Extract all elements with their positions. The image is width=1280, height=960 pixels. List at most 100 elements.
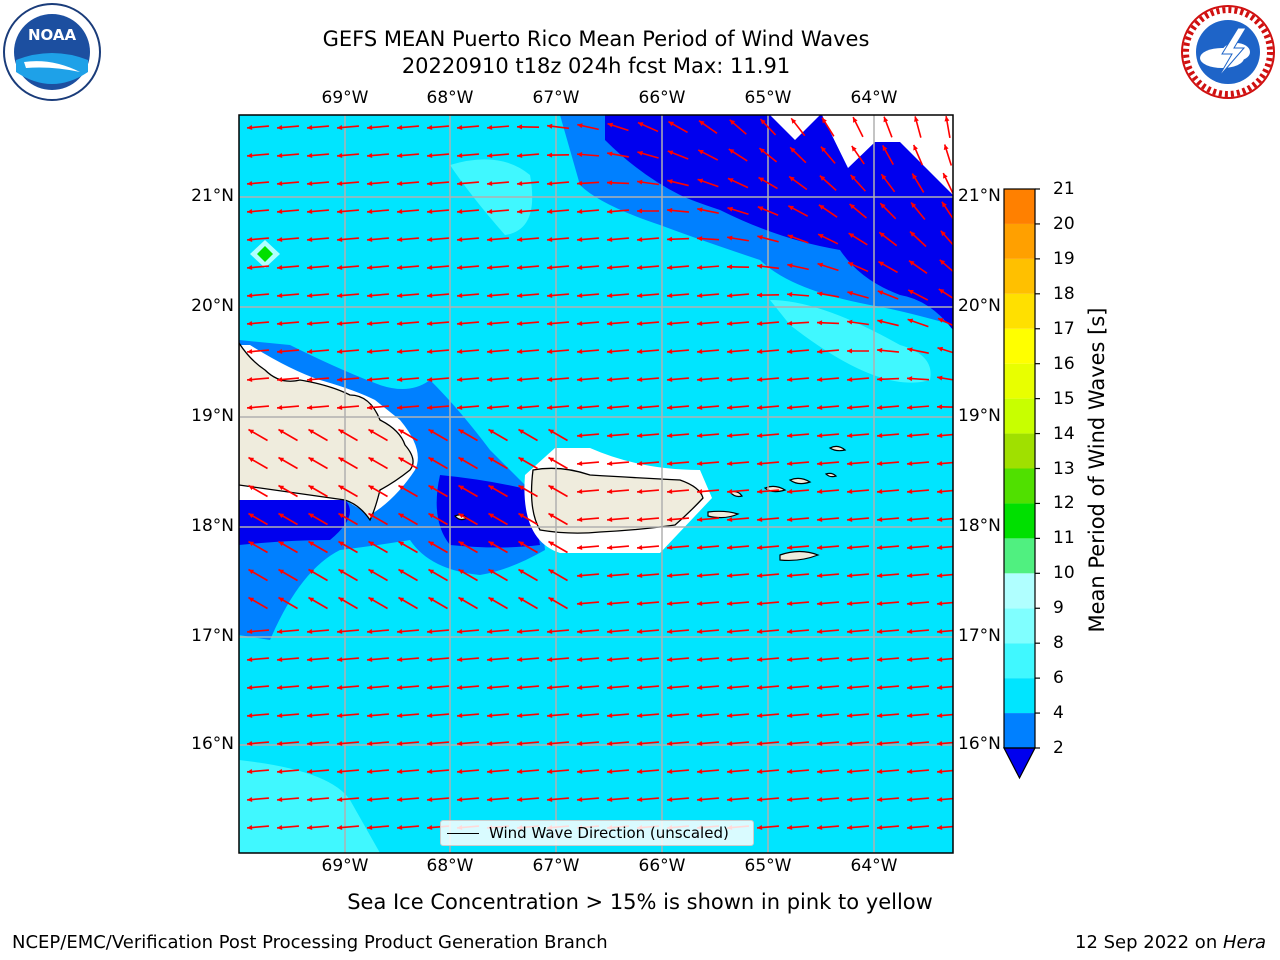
wind-wave-arrowhead	[367, 181, 373, 187]
wind-wave-arrowhead	[488, 429, 495, 435]
lat-label-right: 16°N	[958, 734, 1001, 754]
wind-wave-arrows	[246, 116, 953, 831]
wind-wave-arrowhead	[577, 152, 583, 158]
colorbar-bin	[1004, 678, 1035, 714]
wind-wave-arrowhead	[368, 513, 375, 519]
wind-wave-arrowhead	[337, 125, 343, 131]
wind-wave-arrowhead	[697, 207, 703, 213]
wind-wave-arrowhead	[397, 349, 403, 355]
wind-wave-arrowhead	[487, 377, 493, 383]
wind-wave-arrowhead	[518, 513, 525, 519]
wind-wave-arrowhead	[397, 629, 403, 635]
wind-wave-arrowhead	[487, 797, 493, 803]
wind-wave-arrowhead	[757, 489, 763, 495]
wind-wave-arrowhead	[517, 265, 523, 271]
lat-label-right: 20°N	[958, 296, 1001, 316]
wind-wave-arrowhead	[487, 741, 493, 747]
wind-wave-arrowhead	[247, 741, 253, 747]
wind-wave-arrowhead	[457, 321, 463, 327]
wind-wave-arrowhead	[787, 320, 793, 326]
wind-wave-arrowhead	[637, 208, 643, 214]
wind-wave-arrowhead	[667, 293, 673, 299]
wind-wave-arrowhead	[517, 377, 523, 383]
wind-wave-arrowhead	[697, 433, 703, 439]
wind-wave-arrowhead	[337, 293, 343, 299]
wind-wave-arrowhead	[883, 116, 889, 123]
footer-host: Hera	[1222, 932, 1266, 953]
wind-wave-arrowhead	[817, 461, 823, 467]
wind-wave-arrowhead	[277, 265, 283, 271]
wind-wave-arrowhead	[817, 489, 823, 495]
wind-wave-arrowhead	[817, 405, 823, 411]
wind-wave-arrowhead	[367, 657, 373, 663]
wind-wave-arrowhead	[307, 405, 313, 411]
wind-wave-arrowhead	[607, 657, 613, 663]
wind-wave-arrowhead	[727, 741, 733, 747]
wind-wave-arrowhead	[457, 713, 463, 719]
wind-wave-arrowhead	[487, 685, 493, 691]
wind-wave-arrowhead	[308, 569, 315, 575]
wind-wave-arrowhead	[338, 429, 345, 435]
wind-wave-arrowhead	[637, 293, 643, 299]
wind-wave-arrowhead	[577, 321, 583, 327]
wind-wave-arrowhead	[907, 741, 913, 747]
wind-wave-arrowhead	[367, 349, 373, 355]
wind-wave-arrowhead	[667, 236, 673, 242]
wind-wave-arrowhead	[727, 713, 733, 719]
field-band-darkest	[605, 115, 953, 330]
wind-wave-arrowhead	[488, 457, 495, 463]
wind-wave-arrowhead	[458, 513, 465, 519]
wind-wave-arrowhead	[397, 293, 403, 299]
wind-wave-arrowhead	[757, 517, 763, 523]
wind-wave-arrowhead	[607, 545, 613, 551]
wind-wave-arrowhead	[337, 405, 343, 411]
wind-wave-arrowhead	[877, 769, 883, 775]
wind-wave-arrowhead	[457, 377, 463, 383]
wind-wave-arrowhead	[517, 405, 523, 411]
wind-wave-arrowhead	[607, 713, 613, 719]
wind-wave-arrowhead	[428, 597, 435, 603]
wind-wave-arrowhead	[427, 349, 433, 355]
wind-wave-arrowhead	[787, 433, 793, 439]
wind-wave-arrowhead	[637, 545, 643, 551]
wind-wave-arrowhead	[367, 321, 373, 327]
wind-wave-arrowhead	[577, 489, 583, 495]
wind-wave-arrowhead	[698, 149, 704, 155]
wind-wave-arrowhead	[727, 293, 733, 299]
wind-wave-arrowhead	[757, 321, 763, 327]
wind-wave-arrowhead	[457, 741, 463, 747]
wind-wave-arrowhead	[517, 685, 523, 691]
wind-wave-arrowhead	[757, 797, 763, 803]
wind-wave-arrowhead	[697, 713, 703, 719]
colorbar-tick-label: 9	[1053, 598, 1064, 619]
wind-wave-arrowhead	[337, 265, 343, 271]
wind-wave-arrowhead	[458, 597, 465, 603]
wind-wave-arrowhead	[307, 349, 313, 355]
wind-wave-arrowhead	[337, 209, 343, 215]
wind-wave-arrowhead	[757, 377, 763, 383]
colorbar-bin	[1004, 293, 1035, 329]
colorbar-tick-label: 12	[1053, 493, 1075, 514]
wind-wave-arrowhead	[907, 797, 913, 803]
wind-wave-arrowhead	[247, 629, 253, 635]
wind-wave-arrowhead	[911, 202, 917, 208]
wind-wave-arrowhead	[847, 573, 853, 579]
wind-wave-arrowhead	[912, 173, 918, 180]
wind-wave-arrowhead	[757, 825, 763, 831]
wind-wave-arrowhead	[787, 405, 793, 411]
wind-wave-arrowhead	[278, 513, 285, 519]
wind-wave-arrowhead	[607, 769, 613, 775]
wind-wave-arrowhead	[457, 657, 463, 663]
wind-wave-arrowhead	[847, 461, 853, 467]
wind-wave-arrowhead	[667, 405, 673, 411]
wind-wave-arrowhead	[307, 769, 313, 775]
wind-wave-arrowhead	[338, 541, 345, 547]
wind-wave-arrowhead	[547, 769, 553, 775]
wind-wave-arrowhead	[277, 769, 283, 775]
wind-wave-arrowhead	[877, 657, 883, 663]
wind-wave-arrowhead	[577, 657, 583, 663]
wind-wave-arrowhead	[727, 489, 733, 495]
wind-wave-arrowhead	[607, 461, 613, 467]
wind-wave-arrowhead	[427, 153, 433, 159]
wind-wave-arrowhead	[757, 741, 763, 747]
